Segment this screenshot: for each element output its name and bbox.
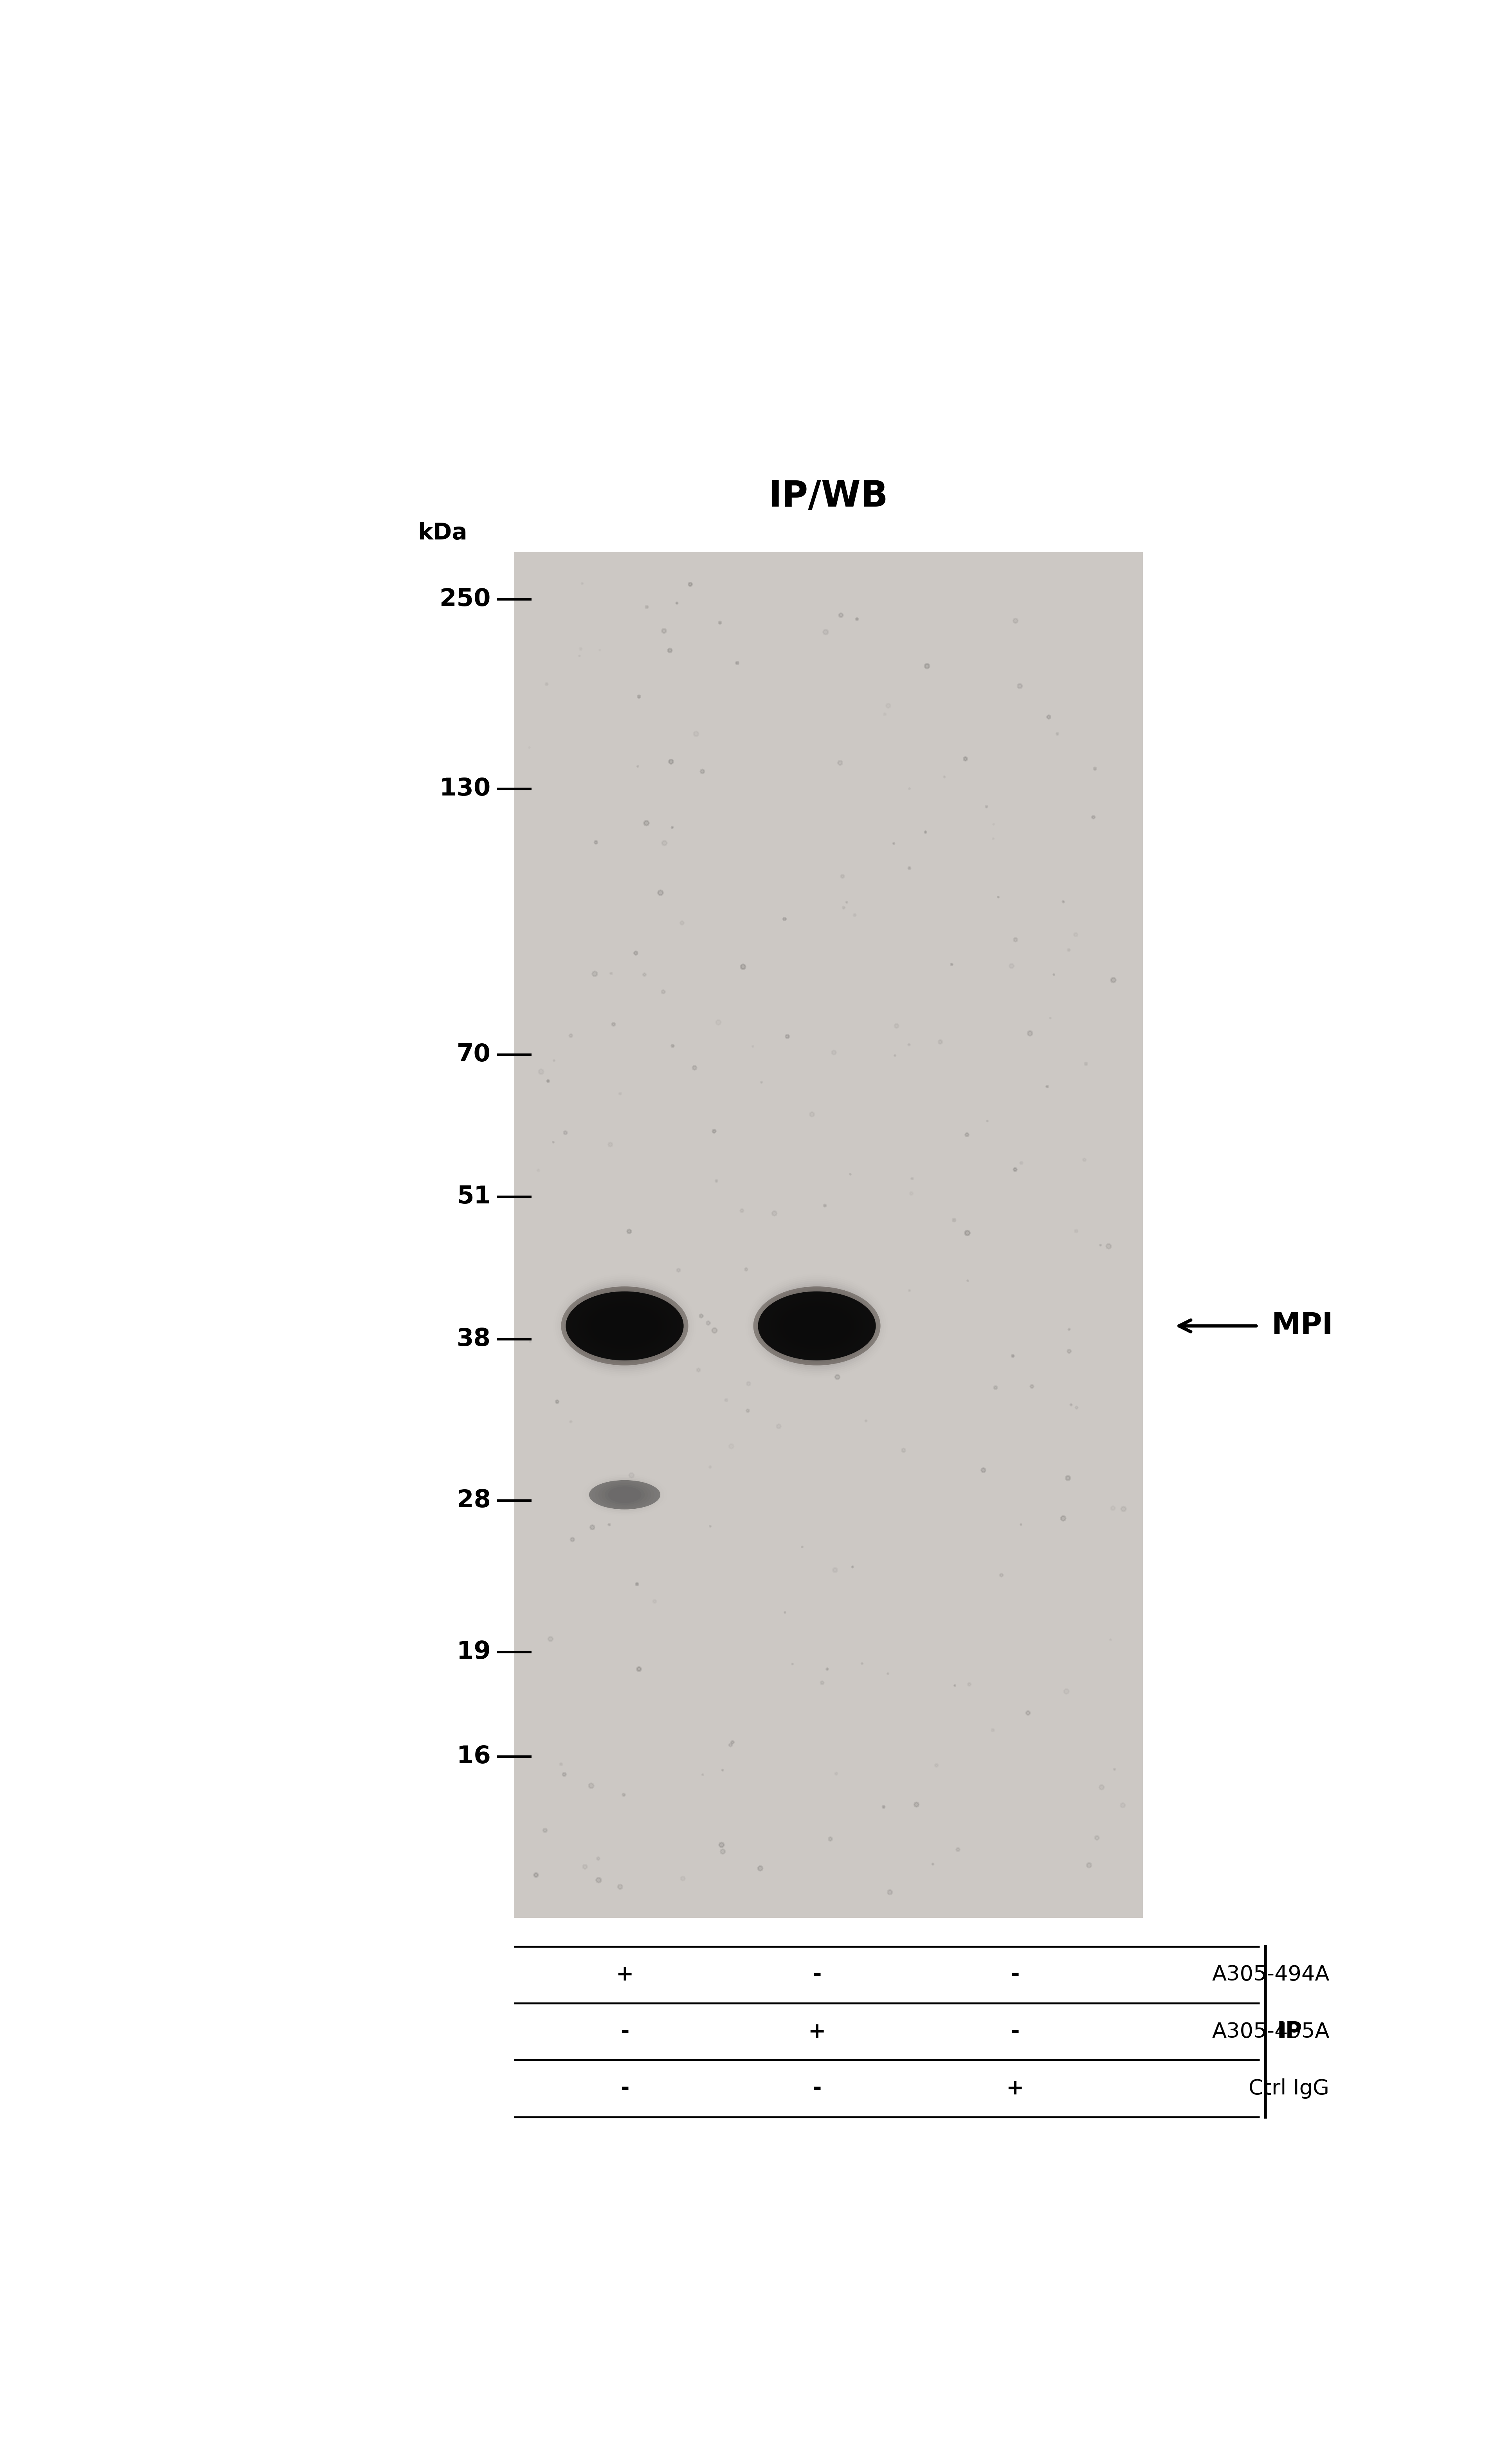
Ellipse shape (589, 1303, 660, 1348)
Text: 70: 70 (457, 1042, 490, 1067)
Text: 38: 38 (457, 1328, 490, 1350)
Text: -: - (1010, 2020, 1019, 2043)
Ellipse shape (561, 1286, 688, 1365)
Ellipse shape (777, 1301, 857, 1350)
Ellipse shape (753, 1286, 881, 1365)
Text: -: - (621, 2020, 630, 2043)
Text: 16: 16 (457, 1745, 490, 1769)
Text: Ctrl IgG: Ctrl IgG (1249, 2080, 1329, 2099)
Text: -: - (621, 2080, 630, 2099)
Text: 19: 19 (457, 1641, 490, 1663)
Ellipse shape (588, 1303, 663, 1350)
Text: MPI: MPI (1272, 1311, 1333, 1340)
Ellipse shape (565, 1291, 684, 1360)
Text: +: + (1006, 2080, 1024, 2099)
Ellipse shape (779, 1303, 855, 1350)
Text: 28: 28 (457, 1488, 490, 1513)
Ellipse shape (585, 1301, 664, 1350)
Text: 51: 51 (457, 1185, 490, 1210)
Text: -: - (813, 2080, 821, 2099)
Text: IP/WB: IP/WB (768, 478, 888, 515)
Text: +: + (616, 1964, 634, 1986)
Text: +: + (809, 2020, 825, 2043)
Text: IP: IP (1278, 2020, 1302, 2043)
Text: A305-495A: A305-495A (1211, 2020, 1329, 2043)
Text: 250: 250 (440, 586, 490, 611)
Text: kDa: kDa (418, 522, 467, 545)
Ellipse shape (783, 1306, 851, 1345)
Ellipse shape (782, 1303, 852, 1348)
Text: -: - (1010, 1964, 1019, 1986)
Text: -: - (813, 1964, 821, 1986)
Ellipse shape (589, 1481, 660, 1510)
Text: A305-494A: A305-494A (1211, 1964, 1329, 1986)
Text: 130: 130 (440, 776, 490, 801)
Ellipse shape (758, 1291, 876, 1360)
Ellipse shape (591, 1306, 658, 1345)
Bar (514, 552, 1142, 1917)
